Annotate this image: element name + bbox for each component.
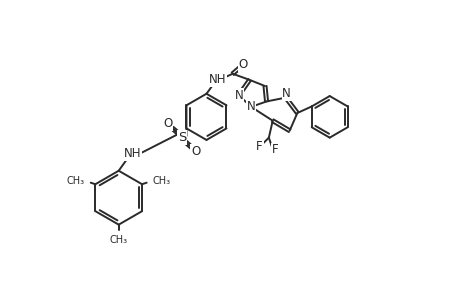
Text: F: F bbox=[271, 143, 278, 157]
Text: CH₃: CH₃ bbox=[152, 176, 171, 186]
Text: CH₃: CH₃ bbox=[109, 236, 128, 245]
Text: NH: NH bbox=[123, 147, 141, 160]
Text: N: N bbox=[281, 87, 290, 100]
Text: O: O bbox=[190, 145, 200, 158]
Text: N: N bbox=[246, 100, 255, 113]
Text: S: S bbox=[177, 131, 185, 144]
Text: N: N bbox=[234, 89, 243, 102]
Text: O: O bbox=[238, 58, 247, 71]
Text: F: F bbox=[256, 140, 263, 153]
Text: O: O bbox=[163, 117, 172, 130]
Text: NH: NH bbox=[208, 74, 225, 86]
Text: CH₃: CH₃ bbox=[66, 176, 84, 186]
